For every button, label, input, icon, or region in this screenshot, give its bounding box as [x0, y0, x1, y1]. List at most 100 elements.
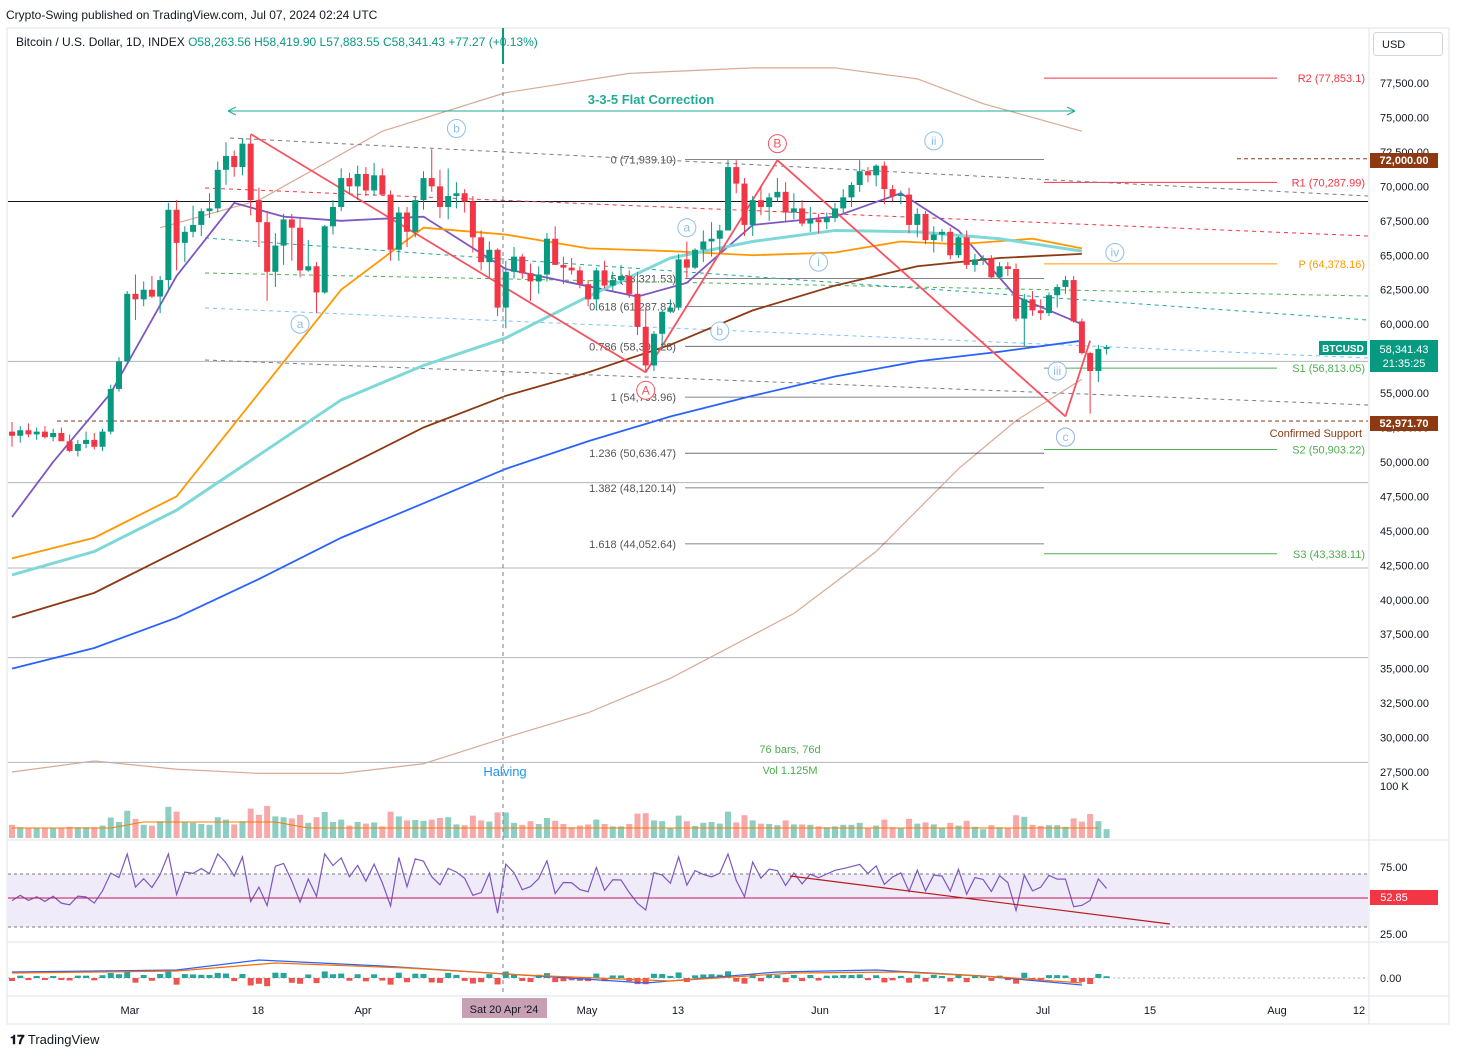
candle-body: [1045, 295, 1052, 314]
candle: [148, 275, 155, 298]
wave-label-text: b: [716, 324, 723, 338]
volume-bar: [864, 827, 871, 838]
wave-label-text: iii: [1053, 364, 1061, 378]
candle-body: [50, 433, 57, 438]
candle-body: [930, 234, 937, 241]
macd-histogram-bar: [914, 974, 921, 978]
candle-body: [782, 191, 789, 213]
wave-label-circle: [636, 380, 656, 400]
volume-bar: [206, 824, 213, 838]
wave-label-text: ii: [931, 134, 936, 148]
candle-body: [1062, 280, 1069, 287]
candle-body: [618, 275, 625, 281]
macd-histogram-bar: [436, 978, 443, 983]
wave-label-circle: [767, 134, 787, 154]
volume-bar: [329, 822, 336, 838]
candle: [305, 240, 312, 272]
diagonal-trendline: [204, 359, 1369, 406]
candle-body: [807, 219, 814, 224]
candle-body: [1078, 321, 1085, 354]
symbol-tag-bg: [1319, 341, 1367, 355]
macd-histogram-bar: [74, 975, 81, 978]
fib-label: 1.236 (50,636.47): [589, 448, 676, 460]
macd-histogram-bar: [428, 978, 435, 983]
candle-body: [157, 280, 164, 297]
candle-body: [198, 211, 205, 225]
currency-selector[interactable]: USD: [1373, 32, 1443, 56]
tradingview-brand[interactable]: 𝟏𝟕 TradingView: [10, 1032, 99, 1048]
macd-histogram-bar: [1045, 975, 1052, 978]
symbol-legend[interactable]: Bitcoin / U.S. Dollar, 1D, INDEX O58,263…: [16, 35, 538, 49]
candle-body: [214, 169, 221, 209]
fib-label: 1.618 (44,052.64): [589, 539, 676, 551]
candle: [140, 281, 147, 307]
candle: [601, 260, 608, 289]
candle: [823, 212, 830, 230]
candle: [1045, 292, 1052, 316]
fib-label: 0.618 (61,287.87): [589, 301, 676, 313]
macd-histogram-bar: [280, 972, 287, 978]
volume-bar: [1103, 829, 1110, 838]
wave-label: B: [767, 134, 787, 154]
price-tick: 35,000.00: [1380, 664, 1429, 676]
candle: [124, 291, 131, 365]
volume-bar: [988, 825, 995, 838]
candle-body: [988, 258, 995, 278]
candle: [115, 357, 122, 392]
macd-histogram-bar: [609, 975, 616, 978]
time-tick: 13: [672, 1005, 684, 1017]
macd-histogram-bar: [1103, 976, 1110, 978]
candle-body: [190, 224, 197, 232]
volume-bar: [1095, 821, 1102, 838]
time-tick: May: [577, 1005, 598, 1017]
macd-histogram-bar: [148, 978, 155, 981]
volume-bar: [190, 822, 197, 838]
candle: [502, 260, 509, 329]
volume-bar: [25, 828, 32, 838]
candle-body: [692, 249, 699, 268]
macd-histogram-bar: [906, 978, 913, 983]
candle-body: [864, 171, 871, 176]
volume-bar: [799, 824, 806, 838]
candle: [700, 230, 707, 263]
candle: [239, 138, 246, 176]
candle-body: [683, 259, 690, 268]
candle: [757, 186, 764, 216]
candle-body: [963, 237, 970, 265]
macd-histogram-bar: [1087, 978, 1094, 984]
volume-bar: [585, 824, 592, 838]
volume-bar: [9, 824, 15, 838]
candle-body: [461, 193, 468, 202]
volume-bar: [404, 820, 411, 838]
candle: [642, 307, 649, 373]
macd-histogram-bar: [618, 975, 625, 978]
macd-histogram-bar: [214, 972, 221, 978]
candle: [675, 253, 682, 311]
macd-histogram-bar: [757, 978, 764, 982]
wave-label-text: a: [297, 317, 304, 331]
candle: [741, 178, 748, 236]
volume-bar: [288, 818, 295, 838]
candle: [379, 168, 386, 195]
candle-body: [239, 143, 246, 168]
volume-bar: [272, 816, 279, 838]
candle: [247, 134, 254, 216]
volume-bar: [963, 820, 970, 838]
macd-histogram-bar: [988, 978, 995, 981]
candle-body: [585, 284, 592, 300]
volume-bar: [634, 813, 641, 838]
candle-body: [494, 249, 501, 308]
candle-body: [17, 430, 24, 436]
candle-body: [165, 209, 172, 281]
volume-bar: [387, 811, 394, 838]
candle: [9, 421, 15, 447]
volume-bar: [683, 821, 690, 838]
candle: [930, 226, 937, 253]
candle-body: [25, 430, 32, 435]
macd-histogram-bar: [453, 974, 460, 978]
time-tick: 12: [1353, 1005, 1365, 1017]
candle: [1029, 291, 1036, 316]
candle-body: [486, 249, 493, 263]
macd-histogram-bar: [832, 975, 838, 978]
